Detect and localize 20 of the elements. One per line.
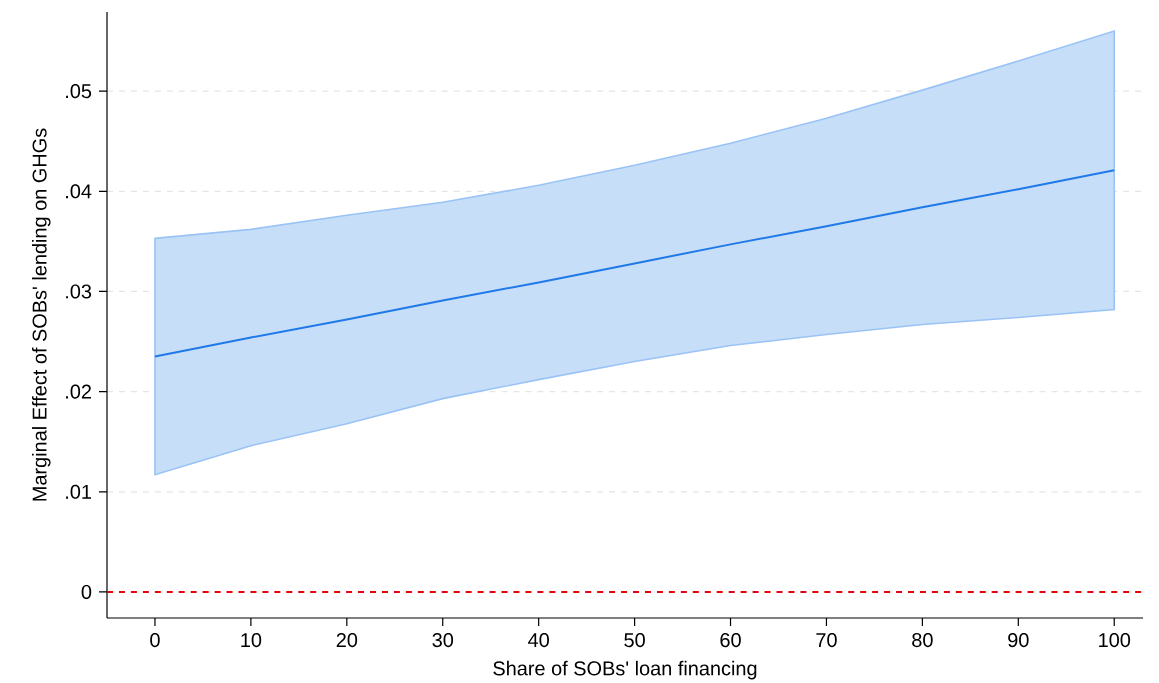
y-tick-label: .05	[66, 84, 92, 99]
x-tick-label: 10	[241, 633, 262, 648]
x-tick-label: 40	[528, 633, 549, 648]
x-tick-label: 0	[150, 633, 160, 648]
x-tick-label: 70	[816, 633, 837, 648]
x-axis-title: Share of SOBs' loan financing	[493, 660, 757, 680]
x-tick-label: 20	[336, 633, 358, 648]
line-series	[153, 169, 1116, 358]
y-tick-label: .03	[66, 284, 92, 299]
y-tick-label: .01	[66, 484, 91, 499]
y-tick-label: .04	[66, 184, 92, 199]
x-tick-label: 80	[912, 633, 933, 648]
x-tick-label: 90	[1008, 633, 1029, 648]
x-tick-label: 60	[720, 633, 741, 648]
y-axis-title: Marginal Effect of SOBs' lending on GHGs	[32, 128, 51, 501]
x-tick-label: 100	[1099, 633, 1131, 648]
y-tick-label: 0	[81, 584, 92, 599]
x-tick-label: 30	[432, 633, 454, 648]
y-tick-label: .02	[66, 384, 91, 399]
x-tick-label: 50	[624, 633, 645, 648]
